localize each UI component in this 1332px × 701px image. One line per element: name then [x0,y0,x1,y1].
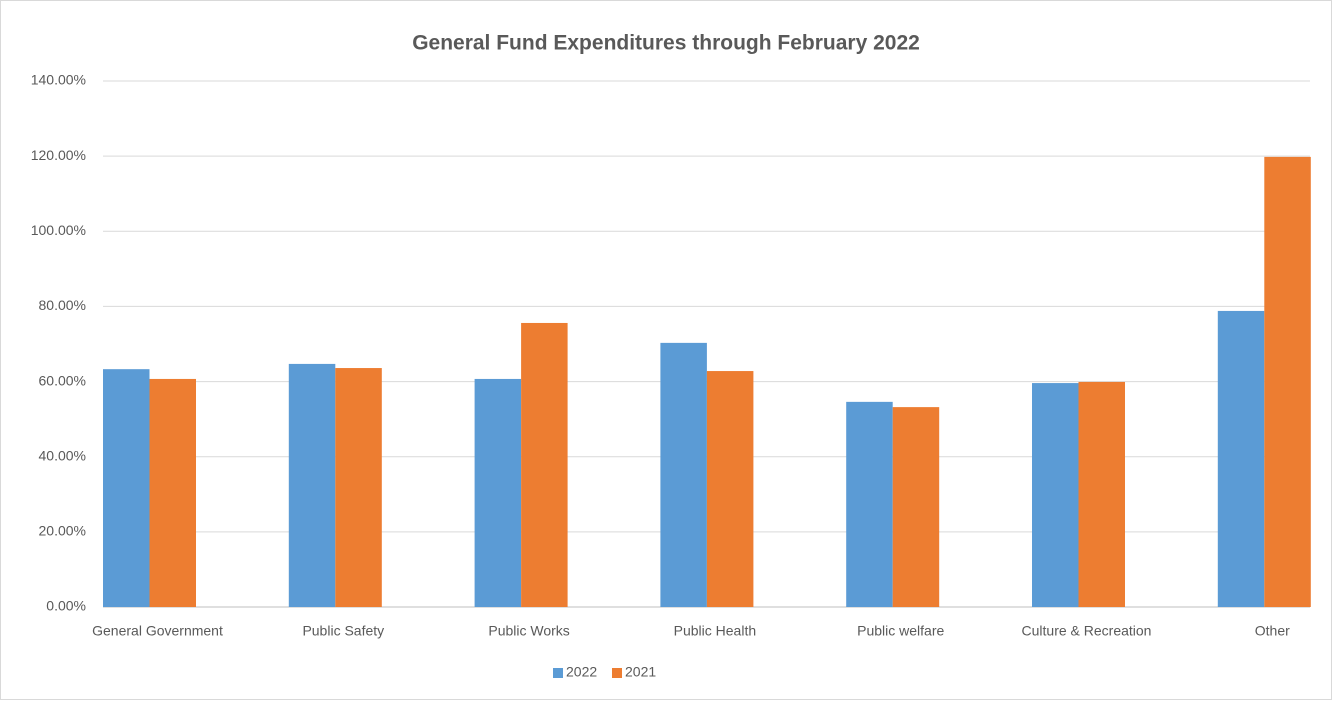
y-tick-label: 0.00% [46,598,86,614]
x-tick-label: Public Safety [302,623,384,639]
bar [846,401,893,607]
y-tick-label: 60.00% [39,372,86,388]
y-tick-label: 80.00% [39,297,86,313]
chart-title: General Fund Expenditures through Februa… [412,32,920,55]
bar [1264,156,1311,607]
bar [474,378,522,607]
bar [660,342,707,607]
x-tick-label: General Government [92,623,223,639]
bar [892,407,940,607]
bar [1217,310,1265,607]
bar [521,322,568,607]
y-tick-label: 100.00% [31,222,86,238]
y-tick-label: 140.00% [31,72,86,88]
bar [1078,381,1125,607]
x-tick-label: Public Health [674,623,757,639]
x-tick-label: Other [1255,623,1290,639]
x-tick-label: Public Works [488,623,569,639]
bar [149,378,196,607]
legend-label: 2021 [625,664,656,680]
legend-label: 2022 [566,664,597,680]
bar [288,363,336,607]
y-tick-label: 40.00% [39,447,86,463]
bar [335,368,382,607]
bar [1032,383,1079,607]
y-tick-label: 20.00% [39,523,86,539]
legend-swatch [553,668,563,678]
y-tick-label: 120.00% [31,147,86,163]
x-tick-label: Public welfare [857,623,944,639]
bar [103,369,150,607]
bar [706,371,754,607]
legend-swatch [612,668,622,678]
x-tick-label: Culture & Recreation [1022,623,1152,639]
